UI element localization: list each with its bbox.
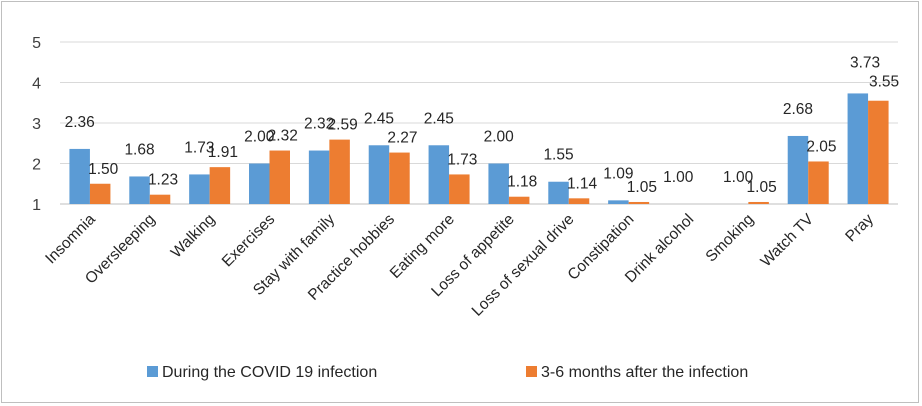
data-label-s1-1: 1.23 bbox=[148, 172, 178, 189]
category-label: Insomnia bbox=[42, 211, 99, 268]
data-label-s0-5: 2.45 bbox=[364, 110, 394, 127]
data-label-s1-3: 2.32 bbox=[268, 128, 298, 145]
bar-s1-8 bbox=[568, 198, 590, 204]
category-label: Smoking bbox=[703, 211, 758, 266]
data-label-s1-11: 1.05 bbox=[747, 179, 777, 196]
category-label: Walking bbox=[168, 211, 219, 262]
category-label: Pray bbox=[842, 211, 877, 246]
bar-s0-13 bbox=[847, 93, 869, 204]
data-label-s0-2: 1.73 bbox=[184, 139, 214, 156]
bar-s0-6 bbox=[428, 145, 450, 204]
bar-s1-2 bbox=[209, 167, 231, 204]
data-labels: 2.361.501.681.231.731.912.002.322.322.59… bbox=[65, 54, 900, 196]
y-tick-label: 2 bbox=[32, 157, 41, 174]
y-axis-ticks: 1 2 3 4 5 bbox=[32, 35, 41, 214]
data-label-s1-7: 1.18 bbox=[507, 174, 537, 191]
bar-s1-11 bbox=[748, 201, 769, 204]
bar-s1-7 bbox=[508, 196, 530, 204]
y-tick-label: 4 bbox=[32, 76, 41, 93]
data-label-s1-5: 2.27 bbox=[387, 130, 417, 147]
bar-s0-2 bbox=[189, 174, 210, 204]
legend-swatch-0 bbox=[147, 366, 158, 377]
bar-s1-4 bbox=[329, 139, 350, 204]
bar-s0-9 bbox=[608, 200, 629, 204]
bar-s1-3 bbox=[269, 150, 290, 204]
bar-s0-4 bbox=[308, 150, 330, 204]
bar-s0-0 bbox=[69, 148, 90, 204]
data-label-s0-0: 2.36 bbox=[65, 114, 95, 131]
data-label-s1-8: 1.14 bbox=[567, 175, 598, 192]
bar-s1-0 bbox=[89, 183, 111, 204]
data-label-s0-12: 2.68 bbox=[783, 101, 813, 118]
bar-s0-7 bbox=[488, 163, 509, 204]
y-tick-label: 5 bbox=[32, 35, 41, 52]
y-tick-label: 3 bbox=[32, 116, 41, 133]
data-label-s0-11: 1.00 bbox=[723, 169, 754, 186]
legend-label-0: During the COVID 19 infection bbox=[162, 364, 377, 381]
legend: During the COVID 19 infection 3-6 months … bbox=[147, 364, 748, 381]
category-label: Loss of sexual drive bbox=[469, 211, 578, 320]
data-label-s0-4: 2.32 bbox=[304, 116, 334, 133]
data-label-s0-7: 2.00 bbox=[484, 129, 515, 146]
legend-label-1: 3-6 months after the infection bbox=[541, 364, 748, 381]
bar-s1-12 bbox=[808, 161, 829, 204]
bar-s0-3 bbox=[249, 163, 270, 204]
bar-s0-12 bbox=[787, 135, 809, 204]
bar-s1-6 bbox=[449, 174, 470, 204]
bar-s0-8 bbox=[548, 181, 569, 204]
bar-s0-5 bbox=[368, 145, 390, 204]
data-label-s1-0: 1.50 bbox=[88, 161, 119, 178]
category-label: Exercises bbox=[219, 211, 279, 271]
bar-s1-9 bbox=[628, 201, 650, 204]
bar-s0-1 bbox=[129, 176, 150, 204]
data-label-s1-2: 1.91 bbox=[208, 144, 238, 161]
data-label-s0-9: 1.09 bbox=[603, 165, 633, 182]
category-label: Watch TV bbox=[758, 210, 818, 270]
y-tick-label: 1 bbox=[32, 197, 41, 214]
bar-s1-5 bbox=[389, 152, 410, 204]
data-label-s0-13: 3.73 bbox=[850, 54, 880, 71]
data-label-s0-8: 1.55 bbox=[543, 147, 573, 164]
legend-swatch-1 bbox=[526, 366, 537, 377]
data-label-s0-1: 1.68 bbox=[124, 141, 154, 158]
bar-s1-13 bbox=[868, 100, 889, 204]
data-label-s1-9: 1.05 bbox=[627, 179, 657, 196]
bars bbox=[69, 93, 889, 204]
data-label-s0-3: 2.00 bbox=[244, 129, 275, 146]
data-label-s0-6: 2.45 bbox=[424, 110, 454, 127]
bar-s1-1 bbox=[149, 194, 171, 204]
data-label-s0-10: 1.00 bbox=[663, 169, 694, 186]
data-label-s1-6: 1.73 bbox=[447, 151, 477, 168]
data-label-s1-13: 3.55 bbox=[869, 74, 899, 91]
data-label-s1-12: 2.05 bbox=[806, 138, 836, 155]
data-label-s1-4: 2.59 bbox=[328, 117, 358, 134]
